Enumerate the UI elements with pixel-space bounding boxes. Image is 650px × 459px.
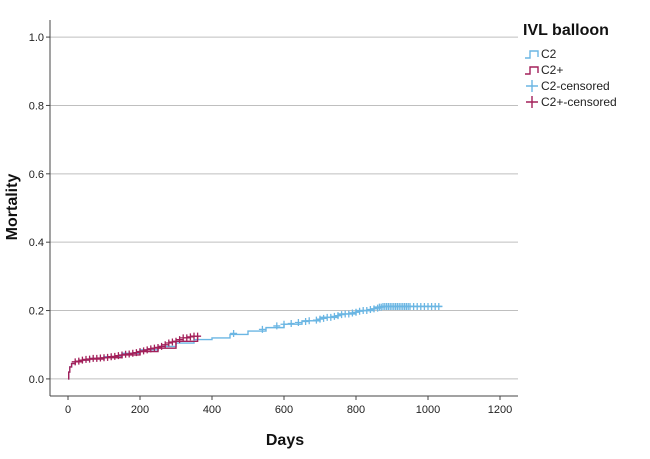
y-tick-label: 0.6 <box>29 169 44 181</box>
censor-mark <box>305 317 313 325</box>
censor-mark <box>320 314 328 322</box>
cross-marker-swatch-icon <box>526 96 538 108</box>
x-tick-label: 200 <box>131 404 149 416</box>
censor-mark <box>75 357 83 365</box>
legend-label: C2 <box>541 47 557 61</box>
legend-item: C2+-censored <box>523 94 648 110</box>
censor-mark <box>176 336 184 344</box>
legend-item: C2-censored <box>523 78 648 94</box>
censor-mark <box>147 345 155 353</box>
censor-mark <box>316 315 324 323</box>
censor-mark <box>132 349 140 357</box>
censor-mark <box>370 305 378 313</box>
x-axis-title: Days <box>266 432 304 449</box>
series-layer <box>68 302 443 380</box>
x-tick-label: 800 <box>347 404 365 416</box>
censor-mark <box>158 342 166 350</box>
censor-mark <box>165 339 173 347</box>
censor-mark <box>230 329 238 337</box>
legend-title: IVL balloon <box>523 22 609 39</box>
censor-mark <box>161 341 169 349</box>
censor-mark <box>280 320 288 328</box>
censor-mark <box>330 312 338 320</box>
legend-item: C2+ <box>523 62 648 78</box>
y-tick-label: 1.0 <box>29 32 44 44</box>
censor-mark <box>194 332 202 340</box>
censor-mark <box>154 343 162 351</box>
censor-mark <box>273 322 281 330</box>
censor-mark <box>294 319 302 327</box>
x-tick-label: 1000 <box>416 404 440 416</box>
censor-mark <box>86 355 94 363</box>
censor-mark <box>168 338 176 346</box>
y-tick-label: 0.4 <box>29 237 44 249</box>
legend-label: C2+-censored <box>541 95 617 109</box>
x-tick-label: 600 <box>275 404 293 416</box>
step-line-swatch-icon <box>525 66 539 75</box>
censor-mark <box>356 307 364 315</box>
censor-mark <box>172 337 180 345</box>
censor-mark <box>345 310 353 318</box>
censor-mark <box>125 350 133 358</box>
censor-mark <box>111 352 119 360</box>
y-tick-label: 0.0 <box>29 374 44 386</box>
censor-mark <box>338 311 346 319</box>
censor-mark <box>114 352 122 360</box>
censor-mark <box>312 316 320 324</box>
legend-label: C2-censored <box>541 79 610 93</box>
censor-mark <box>348 309 356 317</box>
step-line-swatch-icon <box>525 50 539 59</box>
x-tick-label: 400 <box>203 404 221 416</box>
censor-mark <box>136 348 144 356</box>
censor-mark <box>118 351 126 359</box>
legend: IVL balloon C2 C2+ C2-censored C2+-censored <box>523 22 648 110</box>
x-tick-label: 0 <box>65 404 71 416</box>
censor-mark <box>104 353 112 361</box>
y-tick-label: 0.8 <box>29 100 44 112</box>
censor-mark <box>352 308 360 316</box>
tick-label-layer: 0.0 0.2 0.4 0.6 0.8 1.0 0 200 400 600 800 1000 1200 <box>29 32 513 416</box>
censor-mark <box>129 349 137 357</box>
censor-mark <box>78 356 86 364</box>
censor-mark <box>363 307 371 315</box>
censor-mark <box>258 325 266 333</box>
censor-mark <box>143 346 151 354</box>
censor-mark <box>71 358 79 366</box>
censor-mark <box>186 333 194 341</box>
x-tick-label: 1200 <box>488 404 512 416</box>
censor-mark <box>183 334 191 342</box>
censor-mark <box>334 312 342 320</box>
censor-mark <box>287 320 295 328</box>
censor-mark <box>302 317 310 325</box>
y-axis-title: Mortality <box>4 174 21 241</box>
legend-items: C2 C2+ C2-censored C2+-censored <box>523 46 648 110</box>
legend-label: C2+ <box>541 63 564 77</box>
legend-item: C2 <box>523 46 648 62</box>
censor-mark <box>435 302 443 310</box>
axis-layer <box>46 20 518 400</box>
y-tick-label: 0.2 <box>29 306 44 318</box>
censor-mark <box>366 306 374 314</box>
censor-mark <box>140 347 148 355</box>
cross-marker-swatch-icon <box>526 80 538 92</box>
censor-mark <box>327 313 335 321</box>
censor-mark <box>150 344 158 352</box>
grid-layer <box>50 36 518 380</box>
